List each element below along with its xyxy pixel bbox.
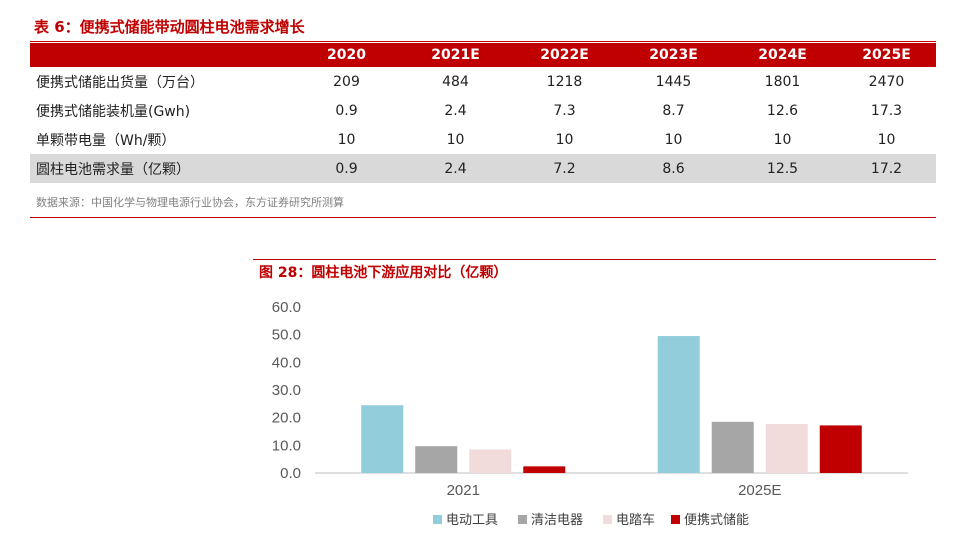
legend-label: 清洁电器 bbox=[531, 512, 583, 527]
y-tick-label: 60.0 bbox=[272, 299, 301, 316]
header-2021e: 2021E bbox=[401, 43, 510, 67]
figure-title: 图 28：圆柱电池下游应用对比（亿颗） bbox=[259, 265, 508, 281]
bar bbox=[415, 446, 458, 473]
table-cell: 1218 bbox=[546, 73, 583, 90]
source-note: 数据来源：中国化学与物理电源行业协会，东方证券研究所测算 bbox=[36, 196, 344, 209]
table-cell: 10 bbox=[877, 131, 896, 148]
legend-swatch bbox=[518, 515, 527, 524]
legend-swatch bbox=[603, 515, 612, 524]
table-cell: 209 bbox=[333, 73, 360, 90]
row-label: 便携式储能装机量(Gwh) bbox=[36, 103, 191, 120]
table-cell: 2.4 bbox=[444, 102, 467, 119]
table-cell: 484 bbox=[442, 73, 469, 90]
y-tick-label: 10.0 bbox=[272, 437, 301, 454]
bar bbox=[765, 424, 808, 473]
header-2022e: 2022E bbox=[510, 43, 619, 67]
y-tick-label: 40.0 bbox=[272, 354, 301, 371]
bar bbox=[469, 449, 512, 473]
table-cell: 2.4 bbox=[401, 154, 510, 183]
y-tick-label: 20.0 bbox=[272, 410, 301, 427]
table-cell: 17.3 bbox=[870, 102, 903, 119]
y-tick-label: 30.0 bbox=[272, 382, 301, 399]
table-row-shipments: 便携式储能出货量（万台） 209 484 1218 1445 1801 2470 bbox=[30, 67, 936, 96]
table-cell: 0.9 bbox=[335, 102, 358, 119]
header-blank bbox=[30, 43, 292, 67]
figure-top-rule bbox=[253, 259, 936, 260]
legend-label: 便携式储能 bbox=[684, 512, 749, 527]
legend-label: 电动工具 bbox=[446, 512, 498, 527]
table-cell: 12.5 bbox=[728, 154, 837, 183]
table-cell: 12.6 bbox=[766, 102, 799, 119]
table-row-cell-energy: 单颗带电量（Wh/颗） 10 10 10 10 10 10 bbox=[30, 125, 936, 154]
header-2024e: 2024E bbox=[728, 43, 837, 67]
row-label: 单颗带电量（Wh/颗） bbox=[36, 132, 176, 149]
table-header-row: 2020 2021E 2022E 2023E 2024E 2025E bbox=[30, 43, 936, 67]
bar-chart: 0.0 10.0 20.0 30.0 40.0 50.0 60.0 2021 2025E 电动工具… bbox=[272, 299, 908, 527]
table-cell: 2470 bbox=[868, 73, 905, 90]
bar bbox=[523, 466, 566, 473]
header-2025e: 2025E bbox=[837, 43, 936, 67]
x-tick-label: 2025E bbox=[738, 482, 781, 499]
table-cell: 10 bbox=[664, 131, 683, 148]
table-cell: 7.3 bbox=[553, 102, 576, 119]
legend-label: 电踏车 bbox=[616, 512, 655, 527]
table-cell: 1445 bbox=[655, 73, 692, 90]
table-cell: 8.6 bbox=[619, 154, 728, 183]
table-cell: 0.9 bbox=[292, 154, 401, 183]
table-cell: 7.2 bbox=[510, 154, 619, 183]
table-row-capacity: 便携式储能装机量(Gwh) 0.9 2.4 7.3 8.7 12.6 17.3 bbox=[30, 96, 936, 125]
table-cell: 10 bbox=[446, 131, 465, 148]
table-cell: 10 bbox=[555, 131, 574, 148]
x-tick-label: 2021 bbox=[447, 482, 480, 499]
table-bottom-rule bbox=[30, 217, 936, 218]
y-tick-label: 0.0 bbox=[280, 465, 301, 482]
table-cell: 10 bbox=[337, 131, 356, 148]
legend-swatch bbox=[671, 515, 680, 524]
table-cell: 8.7 bbox=[662, 102, 685, 119]
table-title: 表 6：便携式储能带动圆柱电池需求增长 bbox=[34, 18, 305, 36]
table-cell: 1801 bbox=[764, 73, 801, 90]
row-label: 圆柱电池需求量（亿颗） bbox=[30, 154, 292, 183]
header-2023e: 2023E bbox=[619, 43, 728, 67]
table-top-rule bbox=[30, 41, 936, 42]
bar bbox=[361, 405, 404, 473]
table-cell: 10 bbox=[773, 131, 792, 148]
bar bbox=[711, 421, 754, 473]
table-row-cylindrical-demand: 圆柱电池需求量（亿颗） 0.9 2.4 7.2 8.6 12.5 17.2 bbox=[30, 154, 936, 183]
row-label: 便携式储能出货量（万台） bbox=[36, 74, 204, 91]
y-tick-label: 50.0 bbox=[272, 327, 301, 344]
header-2020: 2020 bbox=[292, 43, 401, 67]
data-table: 2020 2021E 2022E 2023E 2024E 2025E 便携式储能… bbox=[30, 43, 936, 183]
bar bbox=[819, 425, 862, 473]
table-cell: 17.2 bbox=[837, 154, 936, 183]
legend-swatch bbox=[433, 515, 442, 524]
bar bbox=[657, 336, 700, 473]
